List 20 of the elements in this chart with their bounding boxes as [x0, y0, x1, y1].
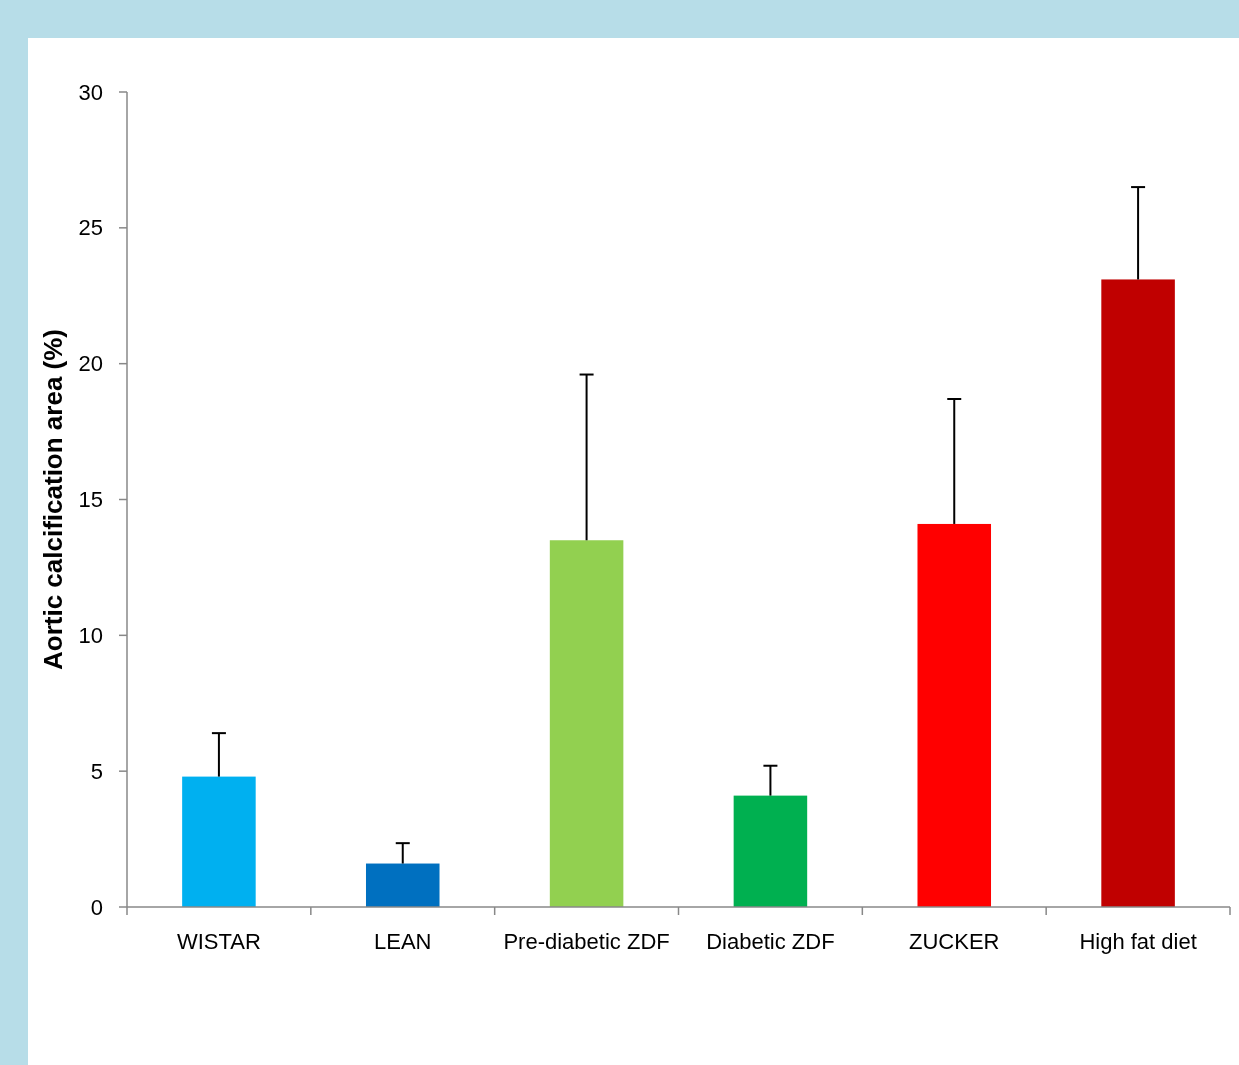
- x-tick-label: LEAN: [374, 929, 432, 954]
- bar: [917, 523, 992, 907]
- x-tick-label: ZUCKER: [909, 929, 1000, 954]
- y-tick-label: 5: [90, 758, 103, 784]
- y-tick-label: 30: [78, 79, 103, 105]
- x-tick-label: WISTAR: [176, 929, 261, 954]
- x-tick-label: High fat diet: [1079, 929, 1197, 954]
- bar: [549, 540, 624, 907]
- bar: [733, 795, 808, 907]
- x-tick-label: Pre-diabetic ZDF: [503, 929, 670, 954]
- bar: [182, 776, 256, 907]
- y-tick-label: 15: [78, 487, 103, 512]
- y-axis-title: Aortic calcification area (%): [38, 329, 68, 670]
- bar: [1101, 279, 1175, 907]
- y-tick-label: 20: [78, 351, 103, 377]
- y-tick-label: 25: [78, 215, 103, 241]
- y-tick-label: 10: [78, 622, 103, 648]
- bar: [365, 863, 440, 907]
- y-tick-label: 0: [90, 894, 103, 920]
- x-tick-label: Diabetic ZDF: [706, 929, 835, 954]
